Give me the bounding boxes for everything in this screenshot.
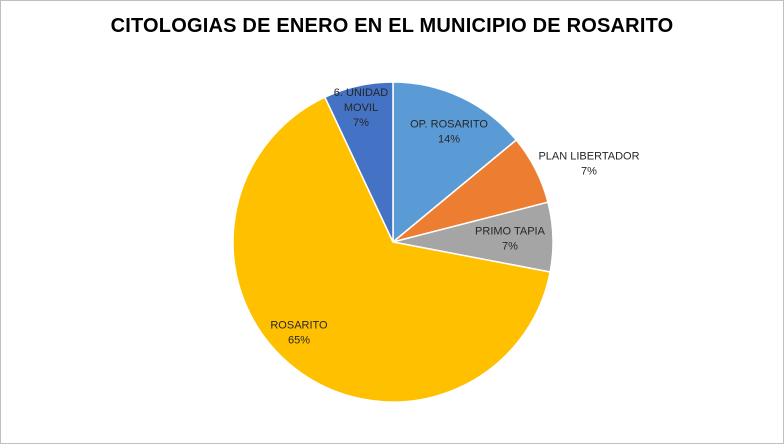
data-label-6-unidad-movil: 6. UNIDAD MOVIL 7% (334, 87, 388, 129)
data-label-op-rosarito: OP. ROSARITO 14% (410, 119, 488, 146)
data-label-plan-libertador: PLAN LIBERTADOR 7% (538, 151, 639, 178)
data-label-primo-tapia: PRIMO TAPIA 7% (475, 226, 546, 253)
data-label-rosarito: ROSARITO 65% (270, 320, 328, 347)
pie-slice-op-rosarito (392, 81, 518, 244)
chart-title: CITOLOGIAS DE ENERO EN EL MUNICIPIO DE R… (110, 15, 674, 37)
pie-slice-rosarito (232, 96, 552, 403)
pie-slice-6-unidad-movil (323, 81, 394, 243)
